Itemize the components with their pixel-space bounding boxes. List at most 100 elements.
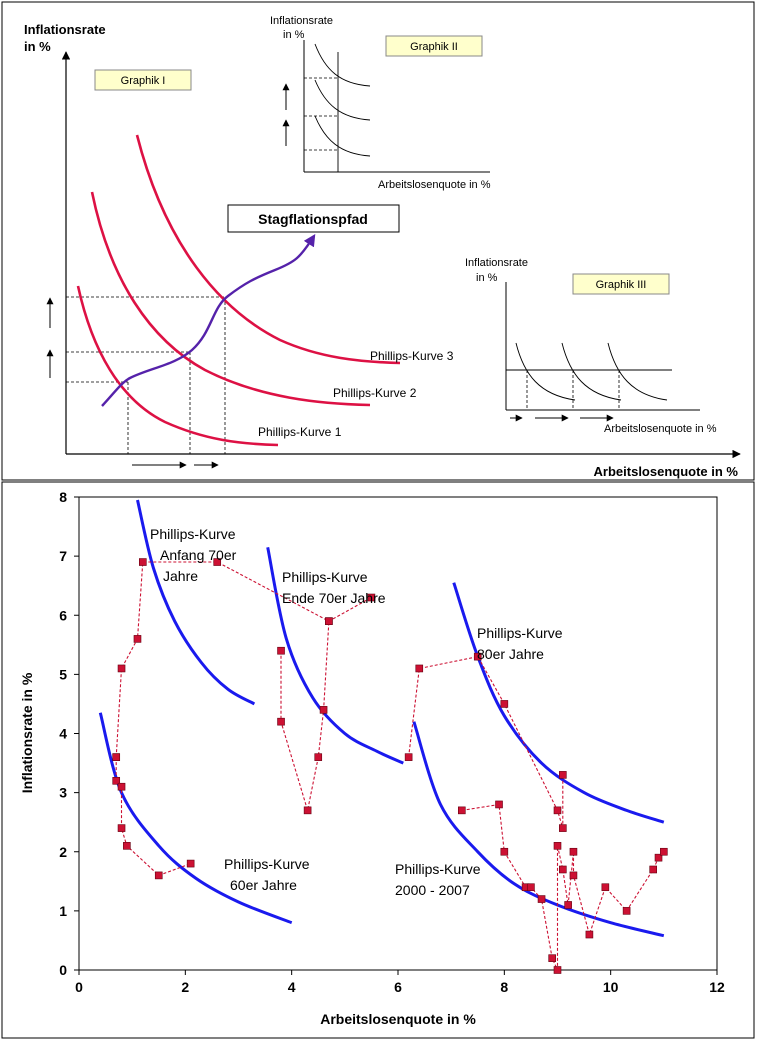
inset-3-x-label: Arbeitslosenquote in % bbox=[604, 423, 717, 435]
inset-2-x-label: Arbeitslosenquote in % bbox=[378, 179, 491, 191]
data-point bbox=[564, 901, 572, 909]
bottom-curve-labels: Phillips-Kurve 60er Jahre Phillips-Kurve An… bbox=[150, 526, 563, 898]
data-point bbox=[473, 652, 482, 661]
curve-label-line: Phillips-Kurve bbox=[282, 569, 368, 585]
data-point bbox=[415, 664, 424, 673]
data-point bbox=[622, 907, 631, 915]
curve-label-line: Ende 70er Jahre bbox=[282, 590, 386, 606]
x-tick-label: 10 bbox=[603, 979, 619, 995]
y-tick-label: 5 bbox=[59, 666, 67, 682]
top-x-label: Arbeitslosenquote in % bbox=[594, 464, 739, 479]
x-tick-label: 0 bbox=[75, 979, 83, 995]
inset-graphik-3: Inflationsrate in % Graphik III Arbeitsl… bbox=[465, 257, 717, 435]
series-line bbox=[280, 621, 330, 811]
data-point bbox=[154, 871, 163, 880]
graphik-3-box bbox=[572, 273, 670, 295]
data-point bbox=[585, 930, 594, 939]
graphik-3-label: Graphik III bbox=[596, 279, 647, 291]
phillips-curve-3 bbox=[135, 134, 401, 365]
data-point bbox=[559, 824, 567, 832]
data-point bbox=[314, 753, 323, 761]
top-y-label-line2: in % bbox=[24, 39, 51, 54]
phillips-curve-1 bbox=[76, 285, 279, 447]
data-point bbox=[569, 871, 578, 880]
data-point bbox=[500, 700, 509, 708]
y-tick-label: 1 bbox=[59, 903, 67, 919]
curve-label-line: Phillips-Kurve bbox=[150, 526, 236, 542]
data-point bbox=[559, 771, 567, 779]
phillips-curve bbox=[98, 712, 293, 925]
y-tick-label: 0 bbox=[59, 962, 67, 978]
bottom-y-label: Inflationsrate in % bbox=[19, 672, 35, 793]
y-tick-label: 7 bbox=[59, 548, 67, 564]
data-point bbox=[319, 706, 328, 714]
data-point bbox=[277, 717, 285, 726]
data-point bbox=[548, 954, 556, 962]
data-point bbox=[495, 800, 503, 809]
data-point bbox=[112, 776, 121, 785]
data-point bbox=[112, 753, 121, 761]
data-point bbox=[325, 617, 333, 625]
data-point bbox=[660, 847, 668, 856]
inset-3-curves bbox=[515, 342, 668, 401]
stagflation-box bbox=[227, 204, 400, 233]
data-point bbox=[117, 782, 126, 791]
data-point bbox=[303, 806, 312, 815]
y-tick-label: 2 bbox=[59, 844, 67, 860]
data-point bbox=[404, 753, 413, 761]
data-point bbox=[569, 847, 578, 856]
data-point bbox=[117, 664, 126, 673]
curve-label-line: Jahre bbox=[163, 568, 198, 584]
inset-2-curves bbox=[314, 43, 371, 157]
data-point bbox=[553, 842, 562, 850]
inset-3-y-label-line1: Inflationsrate bbox=[465, 257, 528, 269]
curve-label-line: Phillips-Kurve bbox=[224, 856, 310, 872]
x-tick-label: 2 bbox=[181, 979, 189, 995]
curve-label-line: 60er Jahre bbox=[230, 877, 297, 893]
y-tick-label: 6 bbox=[59, 607, 67, 623]
data-point bbox=[601, 883, 610, 892]
bottom-x-label: Arbeitslosenquote in % bbox=[320, 1011, 476, 1027]
inset-3-y-label-line2: in % bbox=[476, 272, 498, 284]
data-point bbox=[213, 558, 222, 566]
x-tick-label: 4 bbox=[288, 979, 296, 995]
inset-2-y-label-line1: Inflationsrate bbox=[270, 15, 333, 27]
data-point bbox=[559, 865, 567, 874]
x-tick-label: 12 bbox=[709, 979, 725, 995]
data-point bbox=[654, 853, 663, 862]
phillips-curve-3-label: Phillips-Kurve 3 bbox=[370, 349, 454, 363]
graphik-2-box bbox=[385, 35, 483, 57]
curve-label-line: Phillips-Kurve bbox=[395, 861, 481, 877]
data-point bbox=[553, 806, 562, 815]
data-point bbox=[123, 842, 131, 850]
data-point bbox=[537, 895, 546, 903]
x-tick-label: 6 bbox=[394, 979, 402, 995]
graphik-1-box bbox=[94, 69, 192, 91]
curve-label-line: 2000 - 2007 bbox=[395, 882, 470, 898]
y-tick-label: 3 bbox=[59, 785, 67, 801]
top-panel: Inflationsrate in % Arbeitslosenquote in… bbox=[1, 1, 755, 481]
graphik-1-label: Graphik I bbox=[121, 75, 166, 87]
data-point bbox=[457, 806, 466, 815]
y-tick-label: 4 bbox=[59, 726, 67, 742]
data-point bbox=[277, 646, 285, 655]
curve-label-line: 80er Jahre bbox=[477, 646, 544, 662]
curve-label-line: Phillips-Kurve bbox=[477, 625, 563, 641]
data-point bbox=[117, 824, 126, 832]
inset-graphik-2: Inflationsrate in % Graphik II Arbeitslo… bbox=[270, 15, 491, 191]
inset-2-y-label-line2: in % bbox=[283, 29, 305, 41]
bottom-data-series bbox=[112, 558, 668, 974]
data-point bbox=[186, 859, 195, 868]
data-point bbox=[367, 593, 376, 602]
y-tick-label: 8 bbox=[59, 489, 67, 505]
data-point bbox=[553, 966, 562, 974]
data-point bbox=[527, 883, 535, 892]
data-point bbox=[133, 635, 142, 643]
phillips-curve-1-label: Phillips-Kurve 1 bbox=[258, 425, 342, 439]
data-point bbox=[649, 865, 658, 874]
x-tick-label: 8 bbox=[500, 979, 508, 995]
top-y-label-line1: Inflationsrate bbox=[24, 22, 106, 37]
graphik-2-label: Graphik II bbox=[410, 41, 458, 53]
